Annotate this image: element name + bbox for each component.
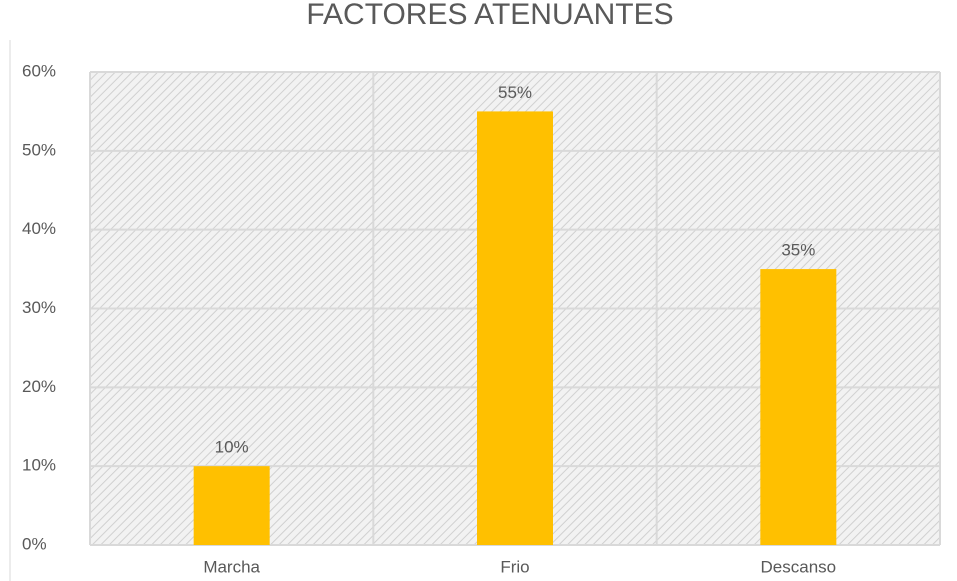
bar xyxy=(760,269,837,545)
data-label: 10% xyxy=(215,438,249,457)
y-tick-label: 50% xyxy=(22,140,56,159)
y-tick-label: 20% xyxy=(22,377,56,396)
y-tick-label: 30% xyxy=(22,298,56,317)
y-tick-label: 60% xyxy=(22,61,56,80)
x-tick-label: Frio xyxy=(500,557,529,576)
x-tick-label: Marcha xyxy=(203,557,260,576)
y-tick-label: 10% xyxy=(22,456,56,475)
y-tick-label: 40% xyxy=(22,219,56,238)
data-label: 55% xyxy=(498,83,532,102)
data-label: 35% xyxy=(781,241,815,260)
bar xyxy=(193,466,270,545)
y-tick-label: 0% xyxy=(22,534,47,553)
chart-title: FACTORES ATENUANTES xyxy=(306,0,673,31)
bar xyxy=(477,111,553,546)
x-tick-label: Descanso xyxy=(761,557,837,576)
